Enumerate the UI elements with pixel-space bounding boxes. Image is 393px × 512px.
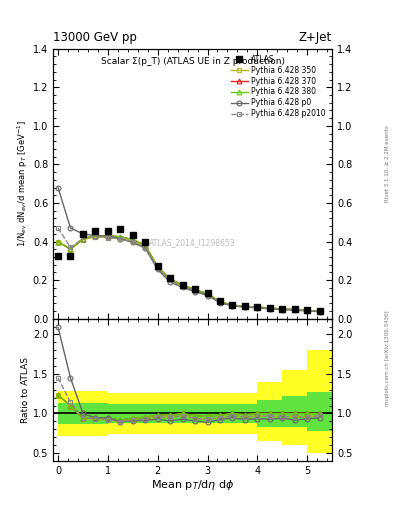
Text: 13000 GeV pp: 13000 GeV pp: [53, 31, 137, 44]
Text: Rivet 3.1.10, ≥ 2.2M events: Rivet 3.1.10, ≥ 2.2M events: [385, 125, 389, 202]
Text: Z+Jet: Z+Jet: [299, 31, 332, 44]
Legend: ATLAS, Pythia 6.428 350, Pythia 6.428 370, Pythia 6.428 380, Pythia 6.428 p0, Py: ATLAS, Pythia 6.428 350, Pythia 6.428 37…: [228, 52, 328, 121]
X-axis label: Mean p$_T$/d$\eta$ d$\phi$: Mean p$_T$/d$\eta$ d$\phi$: [151, 478, 234, 493]
Y-axis label: 1/N$_{ev}$ dN$_{ev}$/d mean p$_T$ [GeV$^{-1}$]: 1/N$_{ev}$ dN$_{ev}$/d mean p$_T$ [GeV$^…: [16, 120, 30, 247]
Text: mcplots.cern.ch [arXiv:1306.3436]: mcplots.cern.ch [arXiv:1306.3436]: [385, 311, 389, 406]
Text: ATLAS_2014_I1298653: ATLAS_2014_I1298653: [149, 239, 236, 248]
Text: Scalar Σ(p_T) (ATLAS UE in Z production): Scalar Σ(p_T) (ATLAS UE in Z production): [101, 57, 285, 66]
Y-axis label: Ratio to ATLAS: Ratio to ATLAS: [21, 357, 30, 423]
